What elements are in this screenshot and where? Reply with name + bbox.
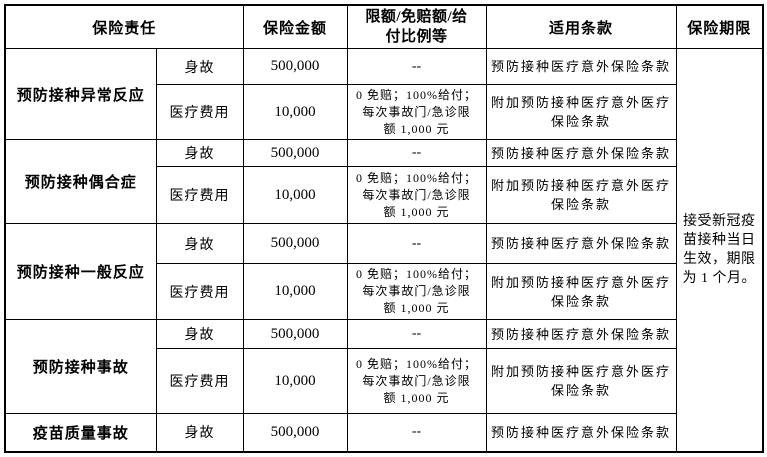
clause-cell: 附加预防接种医疗意外医疗 保险条款: [485, 166, 677, 224]
limit-cell: --: [346, 223, 487, 264]
coverage-type-cell: 医疗费用: [155, 84, 244, 140]
table-row: 医疗费用 10,000 0 免赔；100%给付； 每次事故门/急诊限 额 1,0…: [5, 84, 763, 140]
header-applicable-clauses: 适用条款: [485, 4, 677, 49]
clause-cell: 预防接种医疗意外保险条款: [485, 413, 677, 452]
clause-cell: 附加预防接种医疗意外医疗 保险条款: [485, 263, 677, 320]
clause-cell: 预防接种医疗意外保险条款: [485, 139, 677, 167]
limit-cell: 0 免赔；100%给付； 每次事故门/急诊限 额 1,000 元: [346, 263, 487, 320]
clause-cell: 预防接种医疗意外保险条款: [485, 319, 677, 349]
header-insured-amount: 保险金额: [242, 4, 348, 49]
coverage-type-cell: 医疗费用: [155, 263, 244, 320]
clause-cell: 预防接种医疗意外保险条款: [485, 48, 677, 85]
header-insurance-period: 保险期限: [675, 4, 764, 49]
table-row: 预防接种偶合症 身故 500,000 -- 预防接种医疗意外保险条款: [4, 139, 763, 224]
coverage-type-cell: 医疗费用: [155, 348, 244, 414]
table-row: 预防接种一般反应 身故 500,000 -- 预防接种医疗意外保险条款: [4, 223, 763, 320]
insured-amount-cell: 500,000: [242, 223, 348, 264]
limit-cell: 0 免赔；100%给付； 每次事故门/急诊限 额 1,000 元: [346, 348, 487, 414]
insurance-period-cell: 接受新冠疫 苗接种当日 生效，期限 为 1 个月。: [675, 48, 764, 452]
clause-cell: 附加预防接种医疗意外医疗 保险条款: [485, 348, 677, 414]
coverage-type-cell: 身故: [155, 48, 244, 85]
table-row: 预防接种异常反应 身故 500,000 -- 预防接种医疗意外保险条款 接受新冠…: [4, 48, 764, 452]
insured-amount-cell: 500,000: [242, 413, 348, 452]
liability-name-cell: 预防接种异常反应: [4, 48, 157, 140]
coverage-type-cell: 身故: [155, 319, 244, 349]
limit-cell: 0 免赔；100%给付； 每次事故门/急诊限 额 1,000 元: [346, 166, 487, 224]
insured-amount-cell: 10,000: [242, 84, 348, 140]
limit-cell: --: [346, 139, 487, 167]
insured-amount-cell: 500,000: [242, 48, 348, 85]
liability-name-cell: 预防接种偶合症: [4, 139, 157, 224]
insured-amount-cell: 10,000: [242, 348, 348, 414]
coverage-type-cell: 身故: [155, 413, 244, 452]
clause-cell: 预防接种医疗意外保险条款: [485, 223, 677, 264]
limit-cell: --: [346, 319, 487, 349]
table-row: 医疗费用 10,000 0 免赔；100%给付； 每次事故门/急诊限 额 1,0…: [5, 166, 763, 224]
table-header-row: 保险责任 保险金额 限额/免赔额/给 付比例等 适用条款 保险期限: [4, 4, 764, 49]
table-row: 医疗费用 10,000 0 免赔；100%给付； 每次事故门/急诊限 额 1,0…: [5, 348, 763, 414]
liability-name-cell: 预防接种一般反应: [4, 223, 157, 320]
limit-cell: --: [346, 413, 487, 452]
table-row: 医疗费用 10,000 0 免赔；100%给付； 每次事故门/急诊限 额 1,0…: [5, 263, 763, 320]
liability-name-cell: 疫苗质量事故: [4, 413, 157, 452]
table-row: 疫苗质量事故 身故 500,000 -- 预防接种医疗意外保险条款: [4, 413, 763, 452]
coverage-type-cell: 身故: [155, 139, 244, 167]
header-insurance-liability: 保险责任: [4, 4, 244, 49]
limit-cell: 0 免赔；100%给付； 每次事故门/急诊限 额 1,000 元: [346, 84, 487, 140]
insured-amount-cell: 500,000: [242, 319, 348, 349]
table-row: 预防接种事故 身故 500,000 -- 预防接种医疗意外保险条款: [4, 319, 763, 414]
insured-amount-cell: 10,000: [242, 166, 348, 224]
coverage-type-cell: 医疗费用: [155, 166, 244, 224]
liability-name-cell: 预防接种事故: [4, 319, 157, 414]
coverage-type-cell: 身故: [155, 223, 244, 264]
header-limits-deductible: 限额/免赔额/给 付比例等: [346, 4, 487, 49]
insured-amount-cell: 500,000: [242, 139, 348, 167]
clause-cell: 附加预防接种医疗意外医疗 保险条款: [485, 84, 677, 140]
insurance-coverage-table: 保险责任 保险金额 限额/免赔额/给 付比例等 适用条款 保险期限 预防接种异常…: [4, 4, 765, 453]
limit-cell: --: [346, 48, 487, 85]
insured-amount-cell: 10,000: [242, 263, 348, 320]
